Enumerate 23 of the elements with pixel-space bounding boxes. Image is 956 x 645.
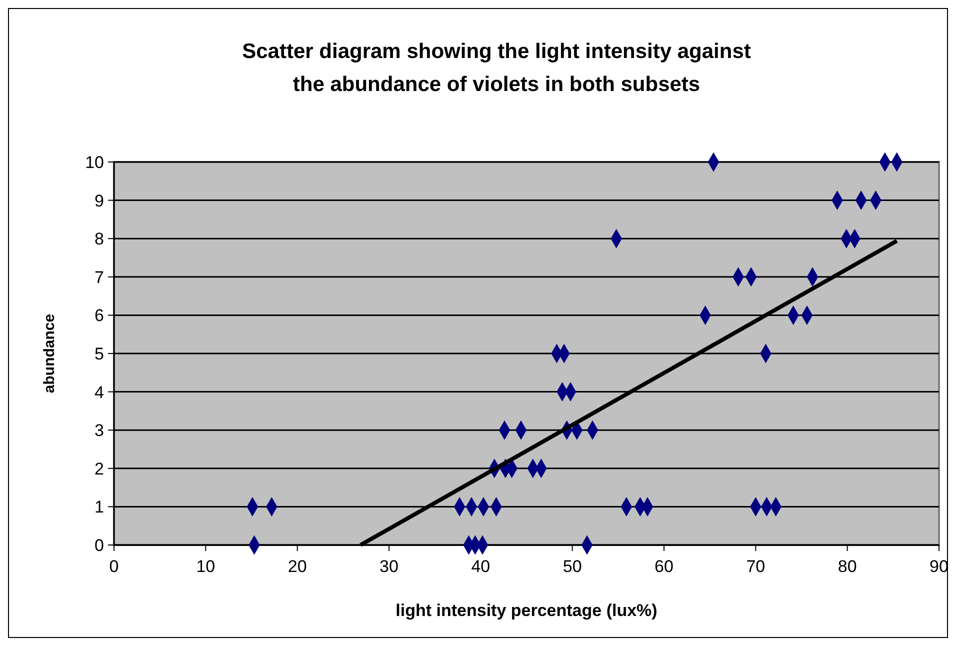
- y-tick-label: 2: [94, 459, 104, 478]
- x-axis-title: light intensity percentage (lux%): [396, 601, 658, 620]
- x-tick-label: 80: [838, 557, 857, 576]
- x-tick-label: 0: [109, 557, 119, 576]
- y-tick-label: 5: [94, 344, 104, 364]
- x-tick-label: 40: [471, 557, 490, 576]
- y-tick-label: 4: [94, 382, 104, 402]
- y-tick-label: 0: [94, 536, 104, 555]
- y-tick-label: 3: [94, 421, 104, 440]
- y-tick-label: 7: [94, 268, 104, 287]
- y-tick-label: 10: [85, 152, 104, 172]
- y-tick-label: 1: [94, 498, 104, 517]
- x-tick-label: 70: [746, 557, 766, 576]
- x-tick-label: 20: [288, 557, 307, 576]
- x-tick-label: 10: [196, 557, 216, 576]
- y-axis-title: abundance: [41, 314, 58, 394]
- chart-title: Scatter diagram showing the light intensity against the abundance of violets in both subsets: [242, 40, 751, 96]
- x-tick-label: 50: [562, 557, 582, 576]
- x-tick-label: 30: [380, 557, 398, 576]
- y-tick-label: 6: [94, 306, 104, 326]
- y-tick-label: 9: [94, 191, 104, 210]
- y-tick-label: 8: [94, 230, 104, 249]
- x-tick-label: 60: [654, 557, 674, 576]
